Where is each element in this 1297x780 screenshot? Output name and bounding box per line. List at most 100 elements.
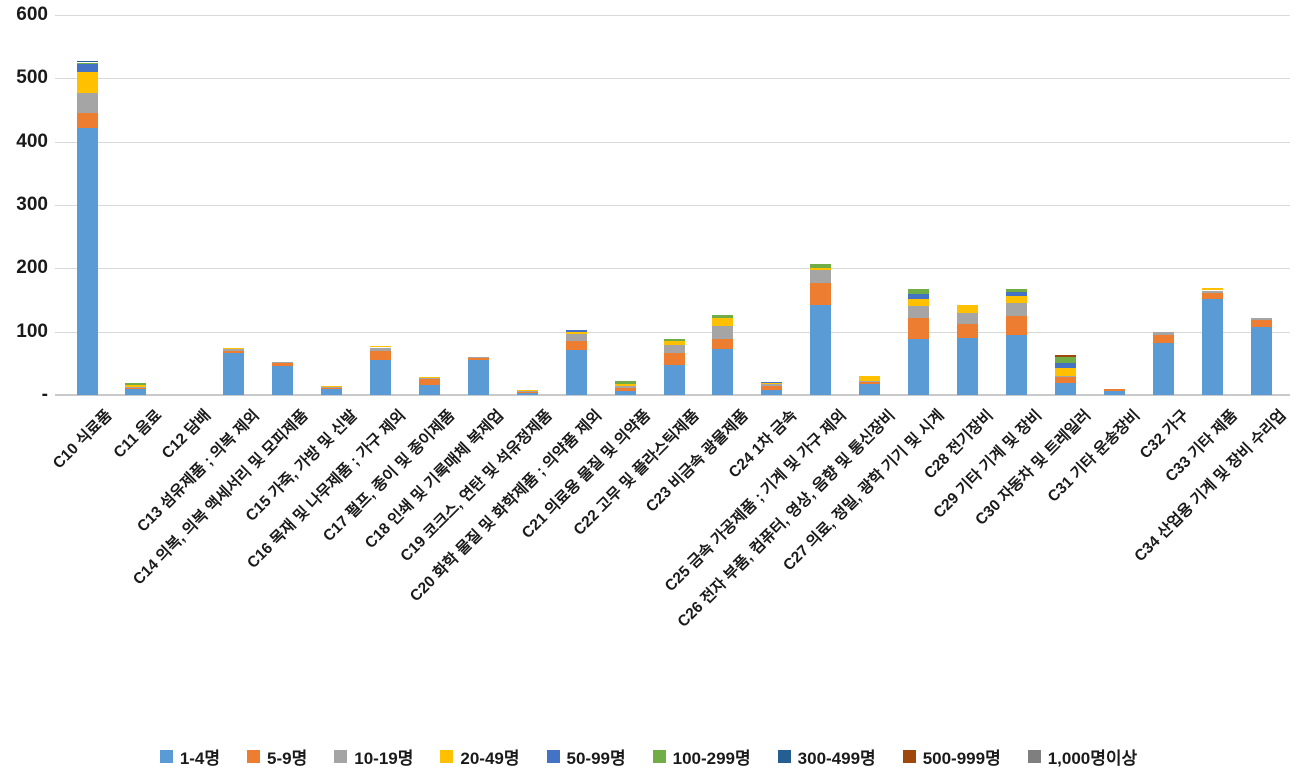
bar-segment — [467, 357, 489, 359]
bar-segment — [810, 282, 832, 306]
legend-swatch — [652, 750, 666, 763]
bar-segment — [418, 377, 440, 380]
bar-segment — [1005, 335, 1027, 395]
bar-segment — [76, 92, 98, 113]
bar-segment — [712, 338, 734, 350]
bar-segment — [1152, 343, 1174, 395]
bar-segment — [370, 347, 392, 351]
bar-segment — [76, 127, 98, 395]
bar-segment — [614, 383, 636, 387]
bar-segment — [1250, 320, 1272, 328]
bar-segment — [859, 381, 881, 384]
bar-segment — [370, 350, 392, 361]
bar-segment — [516, 389, 538, 392]
bar-segment — [810, 270, 832, 283]
bar-segment — [957, 324, 979, 338]
bar-segment — [810, 267, 832, 271]
bar-segment — [565, 329, 587, 332]
legend-item-label: 100-299명 — [672, 749, 751, 768]
bar-segment — [712, 314, 734, 319]
bar-segment — [810, 263, 832, 268]
bar-segment — [1005, 289, 1027, 293]
bar-segment — [272, 365, 294, 395]
bar-segment — [761, 386, 783, 390]
bar-segment — [76, 112, 98, 128]
legend-swatch — [777, 750, 791, 763]
y-axis-tick-label: 200 — [16, 257, 48, 279]
y-axis-tick-label: - — [41, 384, 48, 405]
bar-segment — [859, 383, 881, 395]
bar-segment — [712, 318, 734, 326]
gridline — [55, 205, 1290, 206]
bar-segment — [418, 376, 440, 378]
bar-segment — [516, 391, 538, 394]
legend: 1-4명 5-9명 10-19명 20-49명 50-99명 100-299명 300-49… — [0, 744, 1297, 769]
bar-segment — [321, 387, 343, 389]
x-axis-line — [55, 394, 1290, 396]
bar-segment — [125, 386, 147, 389]
legend-item: 10-19명 — [334, 744, 413, 769]
legend-item: 1-4명 — [159, 744, 221, 769]
bar-segment — [370, 345, 392, 348]
bar-segment — [565, 350, 587, 395]
legend-item-label: 1,000명이상 — [1047, 749, 1138, 768]
legend-swatch — [159, 750, 173, 763]
bar-segment — [321, 386, 343, 388]
bar-segment — [565, 334, 587, 342]
y-axis-tick-label: 500 — [16, 67, 48, 89]
bar-segment — [1250, 327, 1272, 395]
bar-segment — [1005, 303, 1027, 317]
bar-segment — [908, 318, 930, 340]
bar-segment — [1054, 357, 1076, 363]
gridline — [55, 268, 1290, 270]
bar-segment — [859, 381, 881, 382]
bar-segment — [125, 384, 147, 387]
bar-segment — [761, 384, 783, 387]
bar-segment — [1201, 293, 1223, 300]
bar-segment — [1005, 296, 1027, 304]
legend-item: 50-99명 — [546, 744, 626, 769]
bar-segment — [467, 360, 489, 395]
bar-segment — [859, 376, 881, 382]
bar-segment — [712, 349, 734, 395]
legend-item-label: 5-9명 — [267, 749, 308, 768]
legend-item: 5-9명 — [247, 744, 307, 769]
bar-segment — [1250, 318, 1272, 321]
bar-segment — [223, 347, 245, 350]
legend-item-label: 50-99명 — [566, 749, 626, 768]
bar-segment — [125, 382, 147, 385]
legend-swatch — [334, 750, 348, 763]
bar-segment — [223, 353, 245, 395]
legend-item-label: 20-49명 — [460, 749, 520, 768]
bar-segment — [810, 305, 832, 395]
bar-segment — [467, 358, 489, 361]
bar-segment — [1201, 290, 1223, 294]
legend-swatch — [902, 750, 916, 763]
bar-segment — [1054, 367, 1076, 376]
legend-swatch — [1027, 750, 1041, 763]
bar-segment — [908, 298, 930, 307]
bar-segment — [565, 331, 587, 335]
bar-segment — [908, 294, 930, 299]
y-axis-tick-label: 600 — [16, 4, 48, 25]
bar-segment — [908, 289, 930, 295]
bar-segment — [76, 64, 98, 72]
bar-segment — [125, 388, 147, 390]
gridline — [55, 141, 1290, 143]
bar-segment — [321, 388, 343, 390]
bar-segment — [957, 305, 979, 314]
legend-swatch — [546, 750, 560, 763]
bar-segment — [761, 389, 783, 395]
bar-segment — [761, 381, 783, 383]
x-axis-category-label: C11 음료 — [110, 406, 165, 462]
legend-item-label: 1-4명 — [179, 749, 221, 768]
bar-segment — [908, 306, 930, 319]
bar-segment — [712, 325, 734, 339]
legend-item: 100-299명 — [652, 744, 751, 769]
y-axis-tick-label: 400 — [16, 130, 48, 152]
bar-segment — [1054, 377, 1076, 383]
bar-segment — [663, 344, 685, 354]
legend-item: 1,000명이상 — [1027, 744, 1138, 769]
